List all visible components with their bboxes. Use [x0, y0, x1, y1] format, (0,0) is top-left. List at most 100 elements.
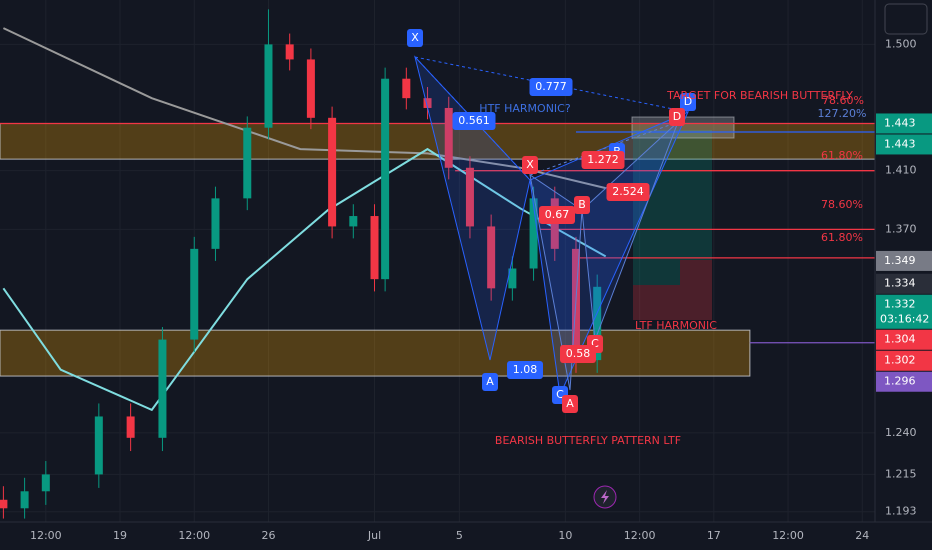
annotation-box	[539, 206, 575, 224]
annotation-box	[482, 373, 498, 391]
settings-button[interactable]	[884, 3, 928, 35]
annotation-box	[452, 112, 496, 130]
x-tick-label: 12:00	[624, 529, 656, 542]
annotation-label: 2.524	[612, 185, 644, 198]
alert-bolt	[601, 490, 609, 504]
long-stop-box	[633, 285, 680, 320]
candle-body	[211, 198, 220, 249]
annotation-box	[606, 183, 650, 201]
price-label-bg	[876, 250, 932, 271]
ltf-pattern-bcd	[581, 121, 679, 341]
annotations: XA0.7770.5611.08CDBXABCD1.2722.5240.670.…	[407, 29, 866, 447]
zone	[0, 329, 751, 377]
candle-body	[381, 78, 390, 280]
price-label: 1.304	[884, 333, 916, 346]
x-tick-label: 26	[261, 529, 275, 542]
price-label: 1.443	[884, 116, 916, 129]
long-stop-box	[680, 260, 712, 320]
x-tick-label: 12:00	[30, 529, 62, 542]
annotation-text: 127.20%	[818, 107, 867, 120]
annotation-label: 0.777	[535, 80, 567, 93]
axes: 1.500 1.410 1.370 1.240 1.215 1.193 12:00 19 12:…	[30, 37, 932, 542]
annotation-label: A	[486, 375, 494, 388]
annotation-label: C	[591, 337, 599, 350]
annotation-text: 78.60%	[821, 198, 863, 211]
annotation-box	[574, 196, 590, 214]
candle-body	[285, 44, 294, 60]
x-tick-label: 12:00	[178, 529, 210, 542]
x-tick-label: Jul	[367, 529, 381, 542]
price-label-bg	[876, 371, 932, 392]
y-tick-label: 1.240	[885, 426, 917, 439]
long-target-box	[680, 130, 712, 260]
annotation-box	[560, 345, 596, 363]
annotation-label: C	[556, 388, 564, 401]
annotation-box	[407, 29, 423, 47]
moving-average	[2, 147, 607, 412]
candle-body	[41, 474, 50, 492]
annotation-box	[529, 78, 573, 96]
price-label: 1.296	[884, 375, 916, 388]
annotation-label: D	[684, 95, 692, 108]
price-label: 1.443	[884, 137, 916, 150]
price-label-bg	[876, 294, 932, 329]
x-tick-label: 19	[113, 529, 127, 542]
price-label: 1.349	[884, 254, 916, 267]
annotation-box	[680, 93, 696, 111]
y-tick-label: 1.500	[885, 37, 917, 50]
annotation-label: 1.08	[513, 363, 538, 376]
annotation-box	[522, 156, 538, 174]
annotation-box	[581, 151, 625, 169]
candle-body	[264, 44, 273, 128]
x-tick-label: 5	[456, 529, 463, 542]
price-label-bg	[876, 329, 932, 350]
annotation-box	[507, 361, 543, 379]
annotation-text: 61.80%	[821, 231, 863, 244]
y-tick-label: 1.193	[885, 505, 917, 518]
candle-body	[0, 499, 8, 509]
grid	[0, 0, 875, 522]
annotation-text: TARGET FOR BEARISH BUTTERFLY	[666, 89, 853, 102]
candle-body	[190, 248, 199, 340]
candle-body	[423, 98, 432, 108]
candle-body	[370, 216, 379, 280]
annotation-box	[562, 395, 578, 413]
annotation-box	[669, 108, 685, 126]
position-tools	[631, 116, 735, 320]
price-label-bg	[876, 273, 932, 294]
countdown-label: 03:16:42	[880, 313, 929, 326]
candle-body	[306, 59, 315, 118]
candle-body	[20, 491, 29, 509]
annotation-label: A	[566, 397, 574, 410]
x-tick-label: 10	[558, 529, 572, 542]
annotation-label: 0.58	[566, 347, 591, 360]
candle-body	[593, 286, 602, 361]
annotation-label: 0.561	[458, 114, 490, 127]
candle-body	[508, 268, 517, 289]
candle-body	[328, 117, 337, 227]
candle-body	[487, 226, 496, 289]
price-label-bg	[876, 134, 932, 155]
candle-body	[243, 127, 252, 199]
candle-body	[529, 198, 538, 269]
harmonic-patterns	[414, 55, 689, 397]
candle-body	[158, 339, 167, 438]
y-tick-label: 1.370	[885, 222, 917, 235]
candle-body	[465, 167, 474, 227]
x-tick-label: 24	[855, 529, 869, 542]
annotation-label: X	[411, 31, 419, 44]
annotation-text: BEARISH BUTTERFLY PATTERN LTF	[495, 434, 681, 447]
ltf-xd-line	[529, 121, 679, 176]
annotation-label: B	[578, 198, 586, 211]
price-label-bg	[876, 350, 932, 371]
candle-body	[349, 216, 358, 227]
price-label: 1.334	[884, 277, 916, 290]
candle-body	[126, 416, 135, 438]
annotation-text: HTF HARMONIC?	[479, 102, 571, 115]
annotation-label: D	[673, 110, 681, 123]
candle-body	[94, 416, 103, 475]
ltf-pattern-xab	[529, 173, 583, 391]
annotation-label: 1.272	[587, 153, 619, 166]
